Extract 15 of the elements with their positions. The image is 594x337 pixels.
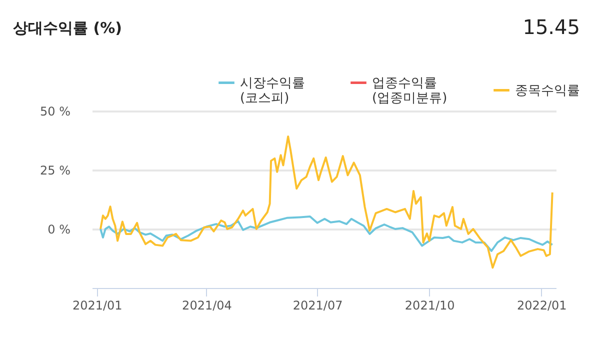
line-series — [100, 135, 554, 269]
x-tick-label: 2021/07 — [292, 298, 343, 312]
x-tick-label: 2022/01 — [516, 298, 567, 312]
line-series — [100, 215, 554, 252]
x-tick-label: 2021/04 — [182, 298, 232, 312]
x-tick-label: 2021/01 — [72, 298, 122, 312]
text: 15.45 — [522, 15, 580, 39]
chart-title: 상대수익률 (%) — [13, 19, 122, 37]
y-tick-label: 0 % — [48, 222, 70, 236]
y-tick-label: 50 % — [40, 104, 70, 118]
legend-label: 업종수익률 (업종미분류) — [372, 76, 448, 106]
legend-label: 시장수익률 (코스피) — [240, 76, 305, 106]
legend-label: 종목수익률 — [515, 83, 580, 98]
y-tick-label: 25 % — [40, 164, 70, 178]
x-tick-label: 2021/10 — [404, 298, 455, 312]
